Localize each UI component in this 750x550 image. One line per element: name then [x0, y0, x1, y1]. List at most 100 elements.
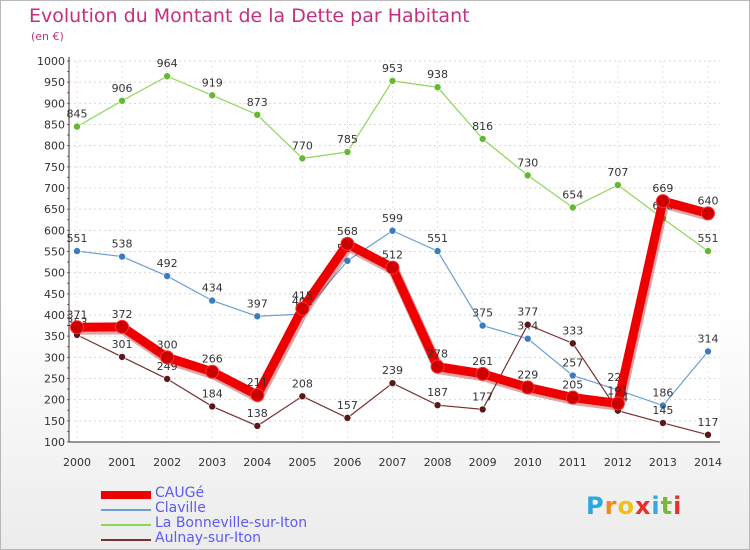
- legend-label: CAUGé: [155, 485, 205, 501]
- data-point: [253, 312, 262, 321]
- data-label: 538: [112, 238, 133, 251]
- data-label: 785: [337, 133, 358, 146]
- x-tick-label: 2005: [288, 456, 316, 469]
- logo-letter: i: [651, 492, 661, 520]
- data-label: 816: [472, 120, 493, 133]
- x-tick-label: 2004: [243, 456, 271, 469]
- data-label: 640: [698, 194, 719, 207]
- data-point: [614, 181, 622, 189]
- data-label: 239: [382, 364, 403, 377]
- legend-swatch: [101, 539, 151, 541]
- data-label: 157: [337, 399, 358, 412]
- y-tick-label: 250: [44, 373, 65, 386]
- data-point: [568, 203, 577, 212]
- data-point: [295, 301, 310, 316]
- data-label: 187: [427, 386, 448, 399]
- data-label: 301: [112, 338, 133, 351]
- data-label: 397: [247, 297, 268, 310]
- data-point: [70, 320, 84, 335]
- data-label: 377: [517, 306, 538, 319]
- data-label: 415: [292, 290, 313, 303]
- data-point: [704, 247, 712, 255]
- data-label: 707: [607, 166, 628, 179]
- data-label: 730: [517, 156, 538, 169]
- data-point: [520, 380, 535, 395]
- data-label: 211: [247, 376, 268, 389]
- data-point: [433, 83, 442, 92]
- data-point: [253, 110, 262, 119]
- data-label: 845: [67, 108, 88, 121]
- x-tick-label: 2002: [153, 456, 181, 469]
- data-label: 333: [562, 324, 583, 337]
- data-label: 551: [427, 232, 448, 245]
- logo-letter: P: [586, 492, 605, 520]
- data-point: [659, 401, 667, 410]
- data-point: [385, 260, 400, 275]
- data-point: [388, 379, 397, 387]
- data-label: 184: [202, 387, 223, 400]
- data-label: 371: [67, 308, 88, 321]
- data-label: 669: [652, 182, 673, 195]
- y-tick-label: 350: [44, 330, 65, 343]
- data-point: [118, 252, 126, 261]
- data-label: 906: [112, 82, 133, 95]
- y-tick-label: 450: [44, 288, 65, 301]
- logo-letter: r: [604, 492, 618, 520]
- chart-title: Evolution du Montant de la Dette par Hab…: [29, 5, 470, 27]
- x-tick-label: 2006: [333, 456, 361, 469]
- data-label: 873: [247, 96, 268, 109]
- data-point: [208, 296, 217, 305]
- y-tick-label: 200: [44, 394, 65, 407]
- x-tick-label: 2007: [379, 456, 407, 469]
- y-tick-label: 300: [44, 351, 65, 364]
- data-label: 191: [607, 384, 628, 397]
- data-point: [160, 350, 175, 365]
- data-label: 953: [382, 62, 403, 75]
- logo-letter: o: [617, 492, 635, 520]
- x-tick-label: 2001: [108, 456, 136, 469]
- legend-label: Aulnay-sur-Iton: [155, 530, 262, 546]
- legend-swatch: [101, 524, 151, 526]
- data-label: 266: [202, 353, 223, 366]
- data-point: [523, 334, 532, 343]
- y-tick-label: 150: [44, 415, 65, 428]
- data-point: [208, 402, 217, 411]
- line-chart: 100 150 200 250 300 350 400 450 500 550 600 650 700 7…: [37, 55, 722, 469]
- data-label: 145: [652, 404, 673, 417]
- data-point: [250, 388, 265, 403]
- data-label: 938: [427, 68, 448, 81]
- y-tick-label: 850: [44, 119, 65, 132]
- y-tick-label: 700: [44, 182, 65, 195]
- data-point: [343, 414, 352, 422]
- data-point: [655, 194, 670, 209]
- y-tick-label: 800: [44, 140, 65, 153]
- data-label: 654: [562, 188, 583, 201]
- data-label: 117: [698, 416, 719, 429]
- data-point: [568, 339, 577, 348]
- x-tick-label: 2014: [694, 456, 722, 469]
- data-point: [478, 405, 487, 414]
- y-tick-label: 100: [44, 436, 65, 449]
- data-point: [118, 96, 126, 105]
- logo-letter: i: [673, 492, 683, 520]
- data-label: 964: [157, 57, 178, 70]
- data-point: [298, 154, 307, 163]
- data-point: [73, 247, 81, 255]
- x-tick-label: 2003: [198, 456, 226, 469]
- data-label: 300: [157, 338, 178, 351]
- data-label: 492: [157, 257, 178, 270]
- data-point: [115, 319, 130, 334]
- y-tick-label: 1000: [37, 55, 65, 68]
- data-label: 314: [698, 332, 719, 345]
- data-point: [73, 122, 81, 131]
- data-point: [163, 375, 171, 383]
- x-tick-label: 2013: [649, 456, 677, 469]
- data-point: [205, 364, 220, 379]
- data-label: 186: [652, 387, 673, 400]
- data-point: [568, 371, 577, 380]
- data-point: [701, 206, 715, 221]
- data-label: 138: [247, 407, 268, 420]
- y-tick-label: 950: [44, 76, 65, 89]
- data-point: [208, 91, 217, 100]
- unit-label: (en €): [31, 30, 64, 43]
